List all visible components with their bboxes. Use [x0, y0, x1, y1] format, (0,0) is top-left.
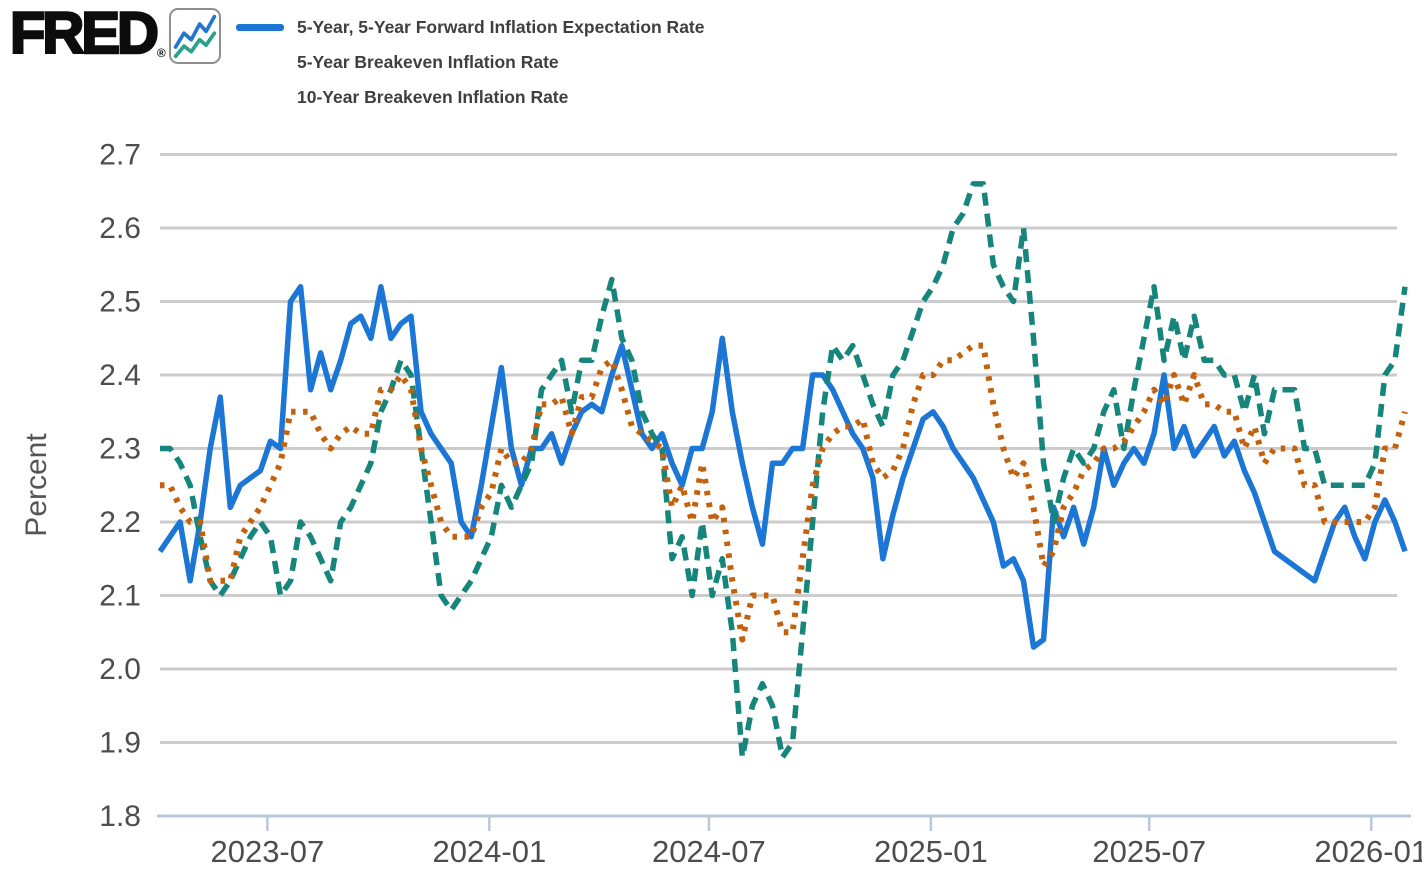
y-tick-label: 1.9 [99, 727, 141, 760]
x-tick-label: 2024-07 [652, 834, 766, 869]
y-tick-label: 2.6 [99, 212, 141, 245]
legend: 5-Year, 5-Year Forward Inflation Expecta… [236, 14, 705, 119]
fred-wordmark: FRED [9, 1, 160, 66]
x-tick-label: 2024-01 [432, 834, 546, 869]
y-tick-label: 1.8 [99, 800, 141, 833]
y-tick-label: 2.1 [99, 580, 141, 613]
legend-swatch-solid-line [236, 23, 284, 31]
y-tick-label: 2.5 [99, 286, 141, 319]
legend-item-5y5y-forward: 5-Year, 5-Year Forward Inflation Expecta… [236, 14, 705, 40]
fred-line-chart-icon [169, 8, 221, 64]
y-tick-label: 2.0 [99, 653, 141, 686]
legend-item-10y-breakeven: 10-Year Breakeven Inflation Rate [236, 84, 705, 110]
x-tick-label: 2025-01 [874, 834, 988, 869]
legend-label: 5-Year, 5-Year Forward Inflation Expecta… [297, 16, 705, 37]
series-line-1 [160, 181, 1408, 760]
y-tick-label: 2.4 [99, 359, 141, 392]
header: FRED ® 5-Year, 5-Year Forward Inflation … [0, 0, 1422, 120]
y-axis-title: Percent [20, 433, 53, 537]
y-tick-label: 2.2 [99, 506, 141, 539]
legend-swatch-dashed-line [236, 59, 284, 66]
x-tick-label: 2026-01 [1314, 834, 1422, 869]
fred-logo[interactable]: FRED ® [9, 1, 166, 66]
y-tick-label: 2.3 [99, 433, 141, 466]
legend-item-5y-breakeven: 5-Year Breakeven Inflation Rate [236, 49, 705, 75]
legend-label: 5-Year Breakeven Inflation Rate [297, 51, 559, 72]
legend-label: 10-Year Breakeven Inflation Rate [297, 86, 569, 107]
x-tick-label: 2025-07 [1092, 834, 1206, 869]
series-line-2 [160, 342, 1408, 643]
series-line-0 [157, 284, 1408, 650]
legend-swatch-dotted-line [236, 94, 284, 101]
x-tick-label: 2023-07 [210, 834, 324, 869]
y-tick-label: 2.7 [99, 139, 141, 172]
registered-trademark-symbol: ® [156, 46, 166, 60]
